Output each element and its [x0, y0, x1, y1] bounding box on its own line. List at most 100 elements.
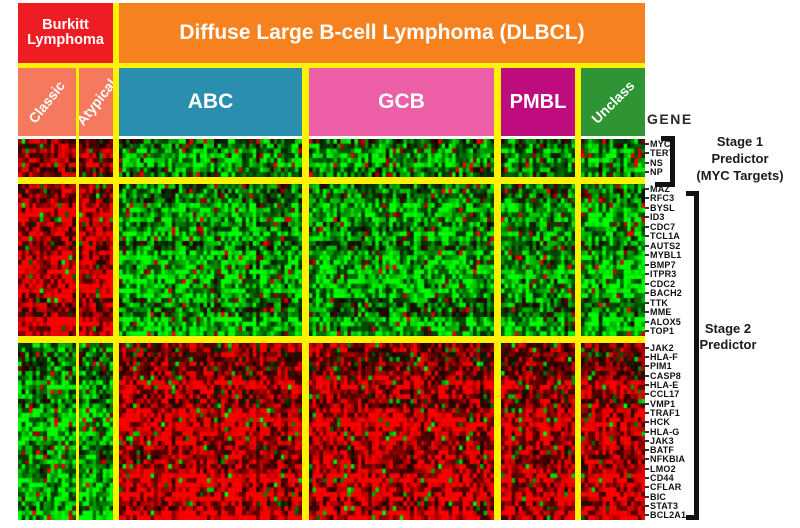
stage2-bracket-bottom-cap: [686, 515, 699, 520]
gene-label-hla-f: HLA-F: [650, 351, 678, 362]
gene-label-pim1: PIM1: [650, 361, 672, 372]
gene-label-bic: BIC: [650, 491, 667, 502]
gene-tick: [645, 152, 649, 155]
stage1-bracket-top-cap: [661, 136, 675, 141]
gene-label-batf: BATF: [650, 445, 675, 456]
gene-tick: [645, 235, 649, 238]
gene-label-bmp7: BMP7: [650, 259, 676, 270]
gene-label-cdc7: CDC7: [650, 221, 676, 232]
gene-label-stat3: STAT3: [650, 501, 679, 512]
group-header-classic: Classic: [18, 68, 76, 136]
gene-tick: [645, 292, 649, 295]
group-label-classic: Classic: [25, 77, 69, 127]
gene-tick: [645, 514, 649, 517]
stage1-annotation: Stage 1 Predictor (MYC Targets): [679, 133, 800, 184]
header-dlbcl: Diffuse Large B-cell Lymphoma (DLBCL): [119, 3, 645, 63]
gene-label-np: NP: [650, 167, 663, 178]
gene-tick: [645, 161, 649, 164]
gene-label-cdc2: CDC2: [650, 278, 676, 289]
gene-tick: [645, 244, 649, 247]
separator-pmbl-unclass: [575, 68, 581, 520]
gene-tick: [645, 411, 649, 414]
gene-tick: [645, 301, 649, 304]
gene-label-cd44: CD44: [650, 473, 674, 484]
gene-label-jak3: JAK3: [650, 435, 674, 446]
heatmap-canvas: [18, 139, 645, 520]
gene-tick: [645, 505, 649, 508]
gene-tick: [645, 263, 649, 266]
gene-label-nfkbia: NFKBIA: [650, 454, 686, 465]
separator-stage1-stage2: [18, 177, 645, 184]
group-label-gcb: GCB: [378, 90, 425, 113]
gene-tick: [645, 402, 649, 405]
stage1-annotation-line3: (MYC Targets): [696, 168, 784, 183]
gene-label-ns: NS: [650, 157, 663, 168]
gene-tick: [645, 374, 649, 377]
separator-stage2-blocks: [18, 336, 645, 343]
gene-tick: [645, 355, 649, 358]
group-header-abc: ABC: [119, 68, 302, 136]
stage2-annotation-line1: Stage 2: [704, 321, 752, 336]
group-label-unclass: Unclass: [588, 77, 638, 127]
gene-label-mme: MME: [650, 307, 672, 318]
gene-label-ccl17: CCL17: [650, 389, 680, 400]
gene-tick: [645, 477, 649, 480]
gene-label-hla-g: HLA-G: [650, 426, 680, 437]
header-dlbcl-label: Diffuse Large B-cell Lymphoma (DLBCL): [179, 21, 585, 44]
group-label-pmbl: PMBL: [509, 90, 567, 113]
gene-tick: [645, 311, 649, 314]
gene-tick: [645, 225, 649, 228]
gene-tick: [645, 365, 649, 368]
gene-tick: [645, 330, 649, 333]
gene-tick: [645, 467, 649, 470]
gene-label-casp8: CASP8: [650, 370, 682, 381]
gene-label-bach2: BACH2: [650, 288, 683, 299]
stage2-bracket: [694, 191, 699, 520]
gene-label-tcl1a: TCL1A: [650, 231, 680, 242]
gene-label-hck: HCK: [650, 417, 671, 428]
stage2-annotation: Stage 2 Predictor: [688, 321, 768, 353]
gene-label-ttk: TTK: [650, 297, 669, 308]
gene-tick: [645, 254, 649, 257]
gene-label-jak2: JAK2: [650, 342, 674, 353]
separator-classic-atypical: [76, 68, 79, 520]
gene-tick: [645, 430, 649, 433]
gene-label-bysl: BYSL: [650, 202, 675, 213]
group-label-abc: ABC: [187, 90, 234, 113]
group-header-gcb: GCB: [309, 68, 494, 136]
gene-label-mybl1: MYBL1: [650, 250, 682, 261]
gene-label-alox5: ALOX5: [650, 316, 682, 327]
group-header-unclass: Unclass: [581, 68, 645, 136]
separator-burkitt-dlbcl: [113, 3, 119, 520]
separator-header-row: [18, 63, 645, 68]
gene-tick: [645, 216, 649, 219]
gene-label-id3: ID3: [650, 212, 665, 223]
gene-tick: [645, 346, 649, 349]
stage2-annotation-line2: Predictor: [699, 337, 757, 352]
gene-label-top1: TOP1: [650, 326, 675, 337]
gene-label-rfc3: RFC3: [650, 193, 675, 204]
stage1-annotation-line1: Stage 1: [716, 134, 764, 149]
gene-label-lmo2: LMO2: [650, 463, 676, 474]
gene-axis-label: GENE: [647, 111, 693, 127]
gene-label-vmp1: VMP1: [650, 398, 676, 409]
gene-tick: [645, 393, 649, 396]
gene-tick: [645, 187, 649, 190]
gene-tick: [645, 421, 649, 424]
stage2-bracket-top-cap: [686, 191, 699, 196]
gene-tick: [645, 495, 649, 498]
gene-label-hla-e: HLA-E: [650, 379, 679, 390]
gene-tick: [645, 486, 649, 489]
gene-tick: [645, 458, 649, 461]
gene-tick: [645, 439, 649, 442]
gene-tick: [645, 282, 649, 285]
separator-abc-gcb: [302, 68, 309, 520]
gene-label-itpr3: ITPR3: [650, 269, 677, 280]
gene-tick: [645, 383, 649, 386]
header-burkitt-line2: Lymphoma: [27, 32, 104, 48]
gene-label-bcl2a1: BCL2A1: [650, 510, 687, 521]
gene-tick: [645, 449, 649, 452]
gene-tick: [645, 206, 649, 209]
separator-gcb-pmbl: [494, 68, 501, 520]
